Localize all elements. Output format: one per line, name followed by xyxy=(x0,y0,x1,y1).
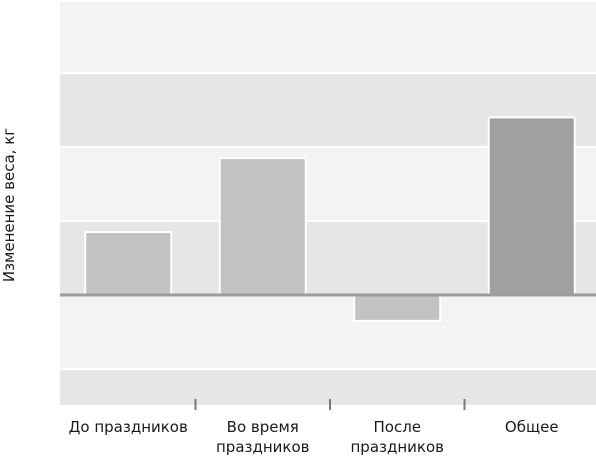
bar-4 xyxy=(487,116,576,297)
bar-2 xyxy=(218,157,307,296)
x-tick-label: После праздников xyxy=(350,418,444,456)
bars xyxy=(84,116,576,322)
grid-band xyxy=(60,295,596,369)
grid-band xyxy=(60,2,596,73)
grid-band xyxy=(60,369,596,405)
y-axis-label: Изменение веса, кг xyxy=(0,128,18,282)
x-axis xyxy=(60,293,596,410)
bar-1 xyxy=(84,231,173,297)
x-tick-labels: До праздников Во время праздников После праз… xyxy=(69,418,559,456)
x-tick-label: До праздников xyxy=(69,418,188,436)
bar-3 xyxy=(353,294,442,322)
x-tick-label: Общее xyxy=(505,418,559,436)
x-tick-label: Во время праздников xyxy=(216,418,310,456)
